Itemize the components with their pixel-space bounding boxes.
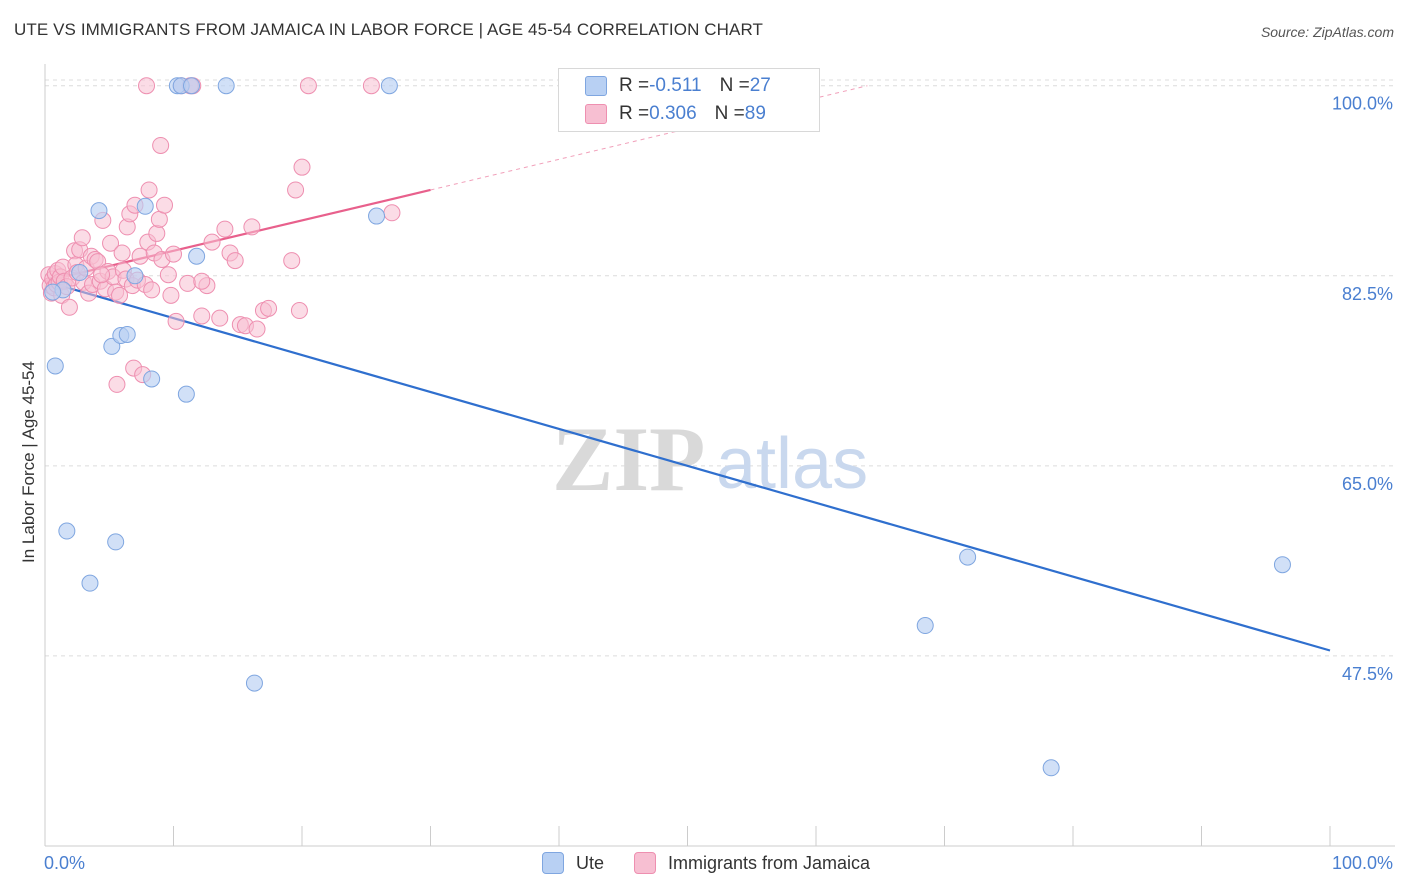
trend-lines	[44, 85, 1331, 652]
jamaica-point	[108, 375, 126, 393]
jamaica-point	[193, 307, 211, 325]
ute-point	[182, 77, 200, 95]
jamaica-point	[152, 136, 170, 154]
jamaica-r-label: R =	[619, 103, 650, 124]
jamaica-point	[156, 196, 174, 214]
jamaica-n-label: N =	[714, 103, 745, 124]
ute-n-value: 27	[749, 75, 771, 96]
ute-point	[188, 247, 206, 265]
jamaica-point	[162, 286, 180, 304]
jamaica-legend-label: Immigrants from Jamaica	[668, 852, 871, 873]
jamaica-point	[260, 299, 278, 317]
jamaica-n-value: 89	[744, 103, 766, 124]
ute-point	[177, 385, 195, 403]
ute-point	[126, 267, 144, 285]
jamaica-point	[165, 245, 182, 263]
ute-point	[916, 617, 934, 635]
ute-point	[136, 197, 154, 215]
ute-point	[959, 548, 977, 566]
watermark-zip: ZIP	[552, 408, 705, 510]
jamaica-r-value: 0.306	[649, 103, 697, 124]
ute-point	[107, 533, 125, 551]
jamaica-point	[203, 233, 221, 251]
jamaica-point	[283, 252, 301, 270]
jamaica-point	[299, 77, 317, 95]
jamaica-point	[167, 312, 185, 330]
legend-item-ute: Ute	[542, 852, 604, 874]
jamaica-point	[150, 210, 168, 228]
jamaica-swatch	[585, 104, 607, 124]
jamaica-point	[193, 272, 211, 290]
jamaica-point	[362, 77, 380, 95]
jamaica-point	[179, 274, 197, 292]
ute-n-label: N =	[719, 75, 750, 96]
data-points	[40, 77, 1291, 777]
jamaica-point	[383, 204, 401, 222]
ute-trend-line	[44, 280, 1331, 652]
jamaica-point	[131, 247, 149, 265]
series-legend: Ute Immigrants from Jamaica	[542, 852, 900, 874]
ute-point	[71, 264, 89, 282]
watermark: ZIP atlas	[552, 408, 868, 510]
ute-r-label: R =	[619, 75, 650, 96]
jamaica-point	[290, 302, 308, 320]
x-tick-label: 0.0%	[44, 853, 85, 873]
jamaica-point	[148, 224, 166, 242]
y-tick-label: 47.5%	[1342, 664, 1393, 684]
jamaica-point	[138, 77, 156, 95]
axis-labels: 47.5% 65.0% 82.5% 100.0% 0.0% 100.0% In Labor …	[19, 94, 1393, 873]
y-tick-label: 65.0%	[1342, 474, 1393, 494]
watermark-atlas: atlas	[716, 424, 868, 504]
ute-point	[245, 674, 263, 692]
y-tick-label: 82.5%	[1342, 284, 1393, 304]
grid-lines	[45, 79, 1395, 657]
jamaica-point	[60, 298, 78, 316]
jamaica-point	[113, 244, 131, 262]
ute-swatch	[585, 76, 607, 96]
jamaica-point	[226, 252, 244, 270]
ute-r-value: -0.511	[649, 75, 702, 96]
ute-point	[143, 370, 161, 388]
axes	[44, 64, 1395, 847]
jamaica-point	[143, 281, 161, 299]
legend-row-ute: R = -0.511 N = 27	[585, 75, 771, 97]
ute-point	[368, 207, 386, 225]
jamaica-point	[73, 229, 91, 247]
ute-point	[90, 202, 108, 220]
jamaica-point	[93, 266, 111, 284]
y-axis-label: In Labor Force | Age 45-54	[19, 361, 38, 563]
jamaica-point	[102, 234, 120, 252]
jamaica-point	[243, 218, 261, 236]
legend-row-jamaica: R = 0.306 N = 89	[585, 103, 766, 125]
ute-legend-swatch	[542, 852, 564, 874]
ute-point	[1042, 759, 1060, 777]
ute-point	[81, 574, 99, 592]
jamaica-point	[159, 266, 177, 284]
jamaica-point	[211, 309, 229, 327]
ute-point	[1273, 556, 1291, 574]
x-tick-label: 100.0%	[1332, 853, 1393, 873]
jamaica-point	[248, 320, 266, 338]
jamaica-legend-swatch	[634, 852, 657, 874]
source-label: Source: ZipAtlas.com	[1260, 24, 1394, 40]
jamaica-point	[216, 220, 234, 238]
ute-point	[58, 522, 76, 540]
ute-point	[380, 77, 398, 95]
legend-item-jamaica: Immigrants from Jamaica	[634, 852, 870, 874]
jamaica-point	[140, 181, 158, 199]
y-tick-label: 100.0%	[1332, 94, 1393, 114]
jamaica-trend-extension	[430, 85, 868, 191]
jamaica-point	[287, 181, 305, 199]
ute-point	[44, 283, 62, 301]
jamaica-point	[293, 158, 311, 176]
ute-point	[118, 325, 136, 343]
ute-legend-label: Ute	[576, 852, 605, 873]
ute-point	[46, 357, 64, 375]
ute-point	[217, 77, 235, 95]
stats-legend: R = -0.511 N = 27 R = 0.306 N = 89	[558, 68, 820, 132]
jamaica-point	[111, 286, 129, 304]
chart-title: UTE VS IMMIGRANTS FROM JAMAICA IN LABOR …	[14, 20, 764, 39]
